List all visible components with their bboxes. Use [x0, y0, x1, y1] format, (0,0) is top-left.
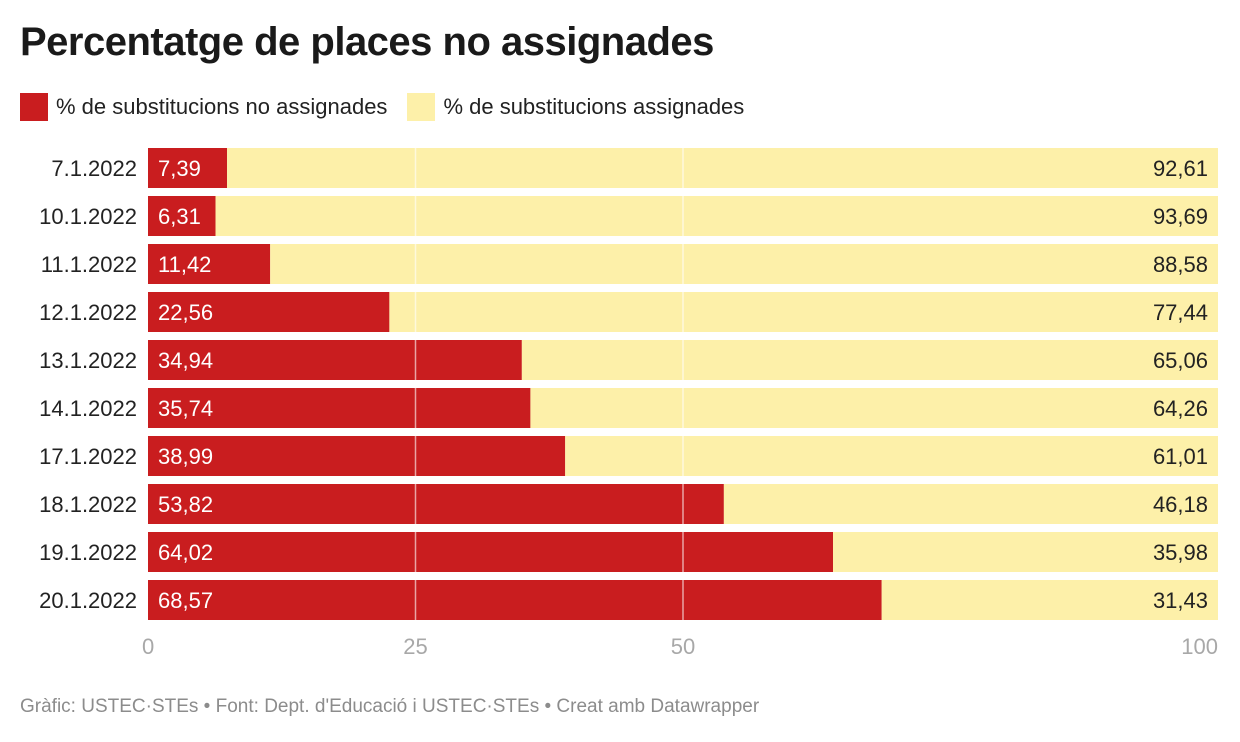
value-label-not-assigned: 53,82 — [158, 492, 213, 517]
category-label: 14.1.2022 — [39, 396, 137, 421]
category-label: 19.1.2022 — [39, 540, 137, 565]
legend-swatch-assigned — [407, 93, 436, 121]
category-label: 18.1.2022 — [39, 492, 137, 517]
value-label-assigned: 65,06 — [1153, 348, 1208, 373]
value-label-assigned: 31,43 — [1153, 588, 1208, 613]
value-label-not-assigned: 64,02 — [158, 540, 213, 565]
legend: % de substitucions no assignades % de su… — [20, 92, 764, 122]
labels-layer: 7.1.2022 7,39 92,61 10.1.2022 6,31 93,69 11.1.… — [39, 156, 1208, 613]
category-label: 12.1.2022 — [39, 300, 137, 325]
x-tick-label: 25 — [403, 634, 427, 659]
bar-not-assigned — [148, 292, 390, 332]
bar-assigned — [270, 244, 1219, 284]
bar-assigned — [833, 532, 1218, 572]
value-label-assigned: 46,18 — [1153, 492, 1208, 517]
value-label-not-assigned: 6,31 — [158, 204, 201, 229]
bar-not-assigned — [148, 340, 522, 380]
source-footer: Gràfic: USTEC·STEs • Font: Dept. d'Educa… — [20, 696, 760, 717]
category-label: 10.1.2022 — [39, 204, 137, 229]
bar-not-assigned — [148, 580, 882, 620]
legend-label-not-assigned: % de substitucions no assignades — [56, 94, 388, 119]
value-label-not-assigned: 11,42 — [158, 252, 211, 277]
legend-label-assigned: % de substitucions assignades — [443, 94, 745, 119]
bar-assigned — [215, 196, 1219, 236]
category-label: 11.1.2022 — [41, 252, 137, 277]
value-label-not-assigned: 38,99 — [158, 444, 213, 469]
x-axis: 0 25 50 100 — [142, 634, 1218, 659]
bar-not-assigned — [148, 484, 724, 524]
legend-item-not-assigned: % de substitucions no assignades — [20, 93, 387, 121]
value-label-assigned: 61,01 — [1153, 444, 1208, 469]
bar-assigned — [723, 484, 1218, 524]
bar-assigned — [881, 580, 1218, 620]
value-label-not-assigned: 22,56 — [158, 300, 213, 325]
value-label-assigned: 92,61 — [1153, 156, 1208, 181]
bar-not-assigned — [148, 436, 566, 476]
value-label-assigned: 35,98 — [1153, 540, 1208, 565]
chart-title: Percentatge de places no assignades — [20, 20, 714, 64]
category-label: 13.1.2022 — [39, 348, 137, 373]
value-label-not-assigned: 7,39 — [158, 156, 201, 181]
x-tick-label: 0 — [142, 634, 154, 659]
bar-assigned — [565, 436, 1218, 476]
category-label: 7.1.2022 — [51, 156, 137, 181]
category-label: 20.1.2022 — [39, 588, 137, 613]
value-label-not-assigned: 35,74 — [158, 396, 213, 421]
category-label: 17.1.2022 — [39, 444, 137, 469]
bars-layer — [148, 148, 1219, 620]
bar-not-assigned — [148, 388, 531, 428]
bar-not-assigned — [148, 196, 216, 236]
bar-assigned — [227, 148, 1218, 188]
bar-assigned — [530, 388, 1218, 428]
x-tick-label: 100 — [1181, 634, 1218, 659]
value-label-not-assigned: 68,57 — [158, 588, 213, 613]
bar-assigned — [521, 340, 1218, 380]
legend-item-assigned: % de substitucions assignades — [407, 93, 744, 121]
x-tick-label: 50 — [671, 634, 695, 659]
value-label-assigned: 77,44 — [1153, 300, 1208, 325]
bar-not-assigned — [148, 244, 271, 284]
bar-not-assigned — [148, 148, 228, 188]
bar-not-assigned — [148, 532, 834, 572]
value-label-assigned: 88,58 — [1153, 252, 1208, 277]
legend-swatch-not-assigned — [20, 93, 48, 121]
value-label-assigned: 64,26 — [1153, 396, 1208, 421]
value-label-assigned: 93,69 — [1153, 204, 1208, 229]
value-label-not-assigned: 34,94 — [158, 348, 213, 373]
gridlines-layer — [414, 148, 684, 620]
bar-assigned — [389, 292, 1219, 332]
